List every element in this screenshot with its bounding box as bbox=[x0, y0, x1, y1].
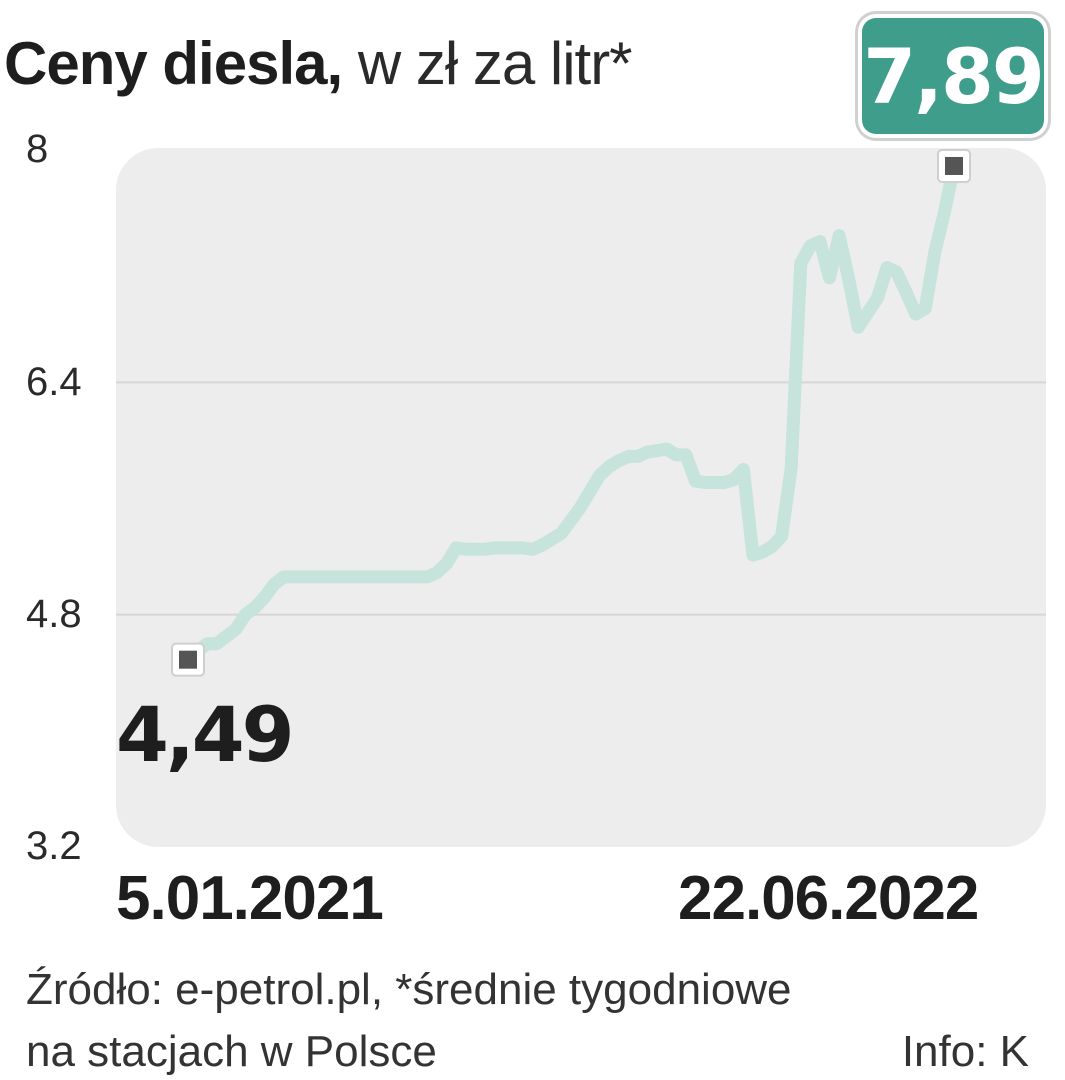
y-tick-3-2: 3.2 bbox=[26, 824, 82, 868]
y-tick-6-4: 6.4 bbox=[26, 360, 82, 404]
start-value-label: 4,49 bbox=[116, 690, 295, 779]
info-credit: Info: K bbox=[901, 1027, 1029, 1076]
grid-layer bbox=[116, 381, 1046, 616]
marker-layer bbox=[171, 148, 971, 677]
chart-title: Ceny diesla, w zł za litr* bbox=[4, 34, 633, 94]
y-tick-4-8: 4.8 bbox=[26, 592, 82, 636]
latest-value-badge: 7,89 bbox=[862, 18, 1045, 134]
start-point-marker-core bbox=[179, 650, 197, 669]
source-note-line1: Źródło: e-petrol.pl, *średnie tygodniowe bbox=[26, 965, 792, 1014]
source-note-line2: na stacjach w Polsce bbox=[26, 1027, 437, 1076]
chart-title-unit: w zł za litr* bbox=[342, 30, 633, 97]
series-line bbox=[181, 159, 961, 667]
chart-title-bold: Ceny diesla, bbox=[4, 30, 343, 97]
x-label-start: 5.01.2021 bbox=[116, 864, 384, 933]
end-point-marker-core bbox=[945, 156, 963, 175]
y-tick-8: 8 bbox=[26, 127, 49, 171]
x-label-end: 22.06.2022 bbox=[678, 864, 979, 933]
